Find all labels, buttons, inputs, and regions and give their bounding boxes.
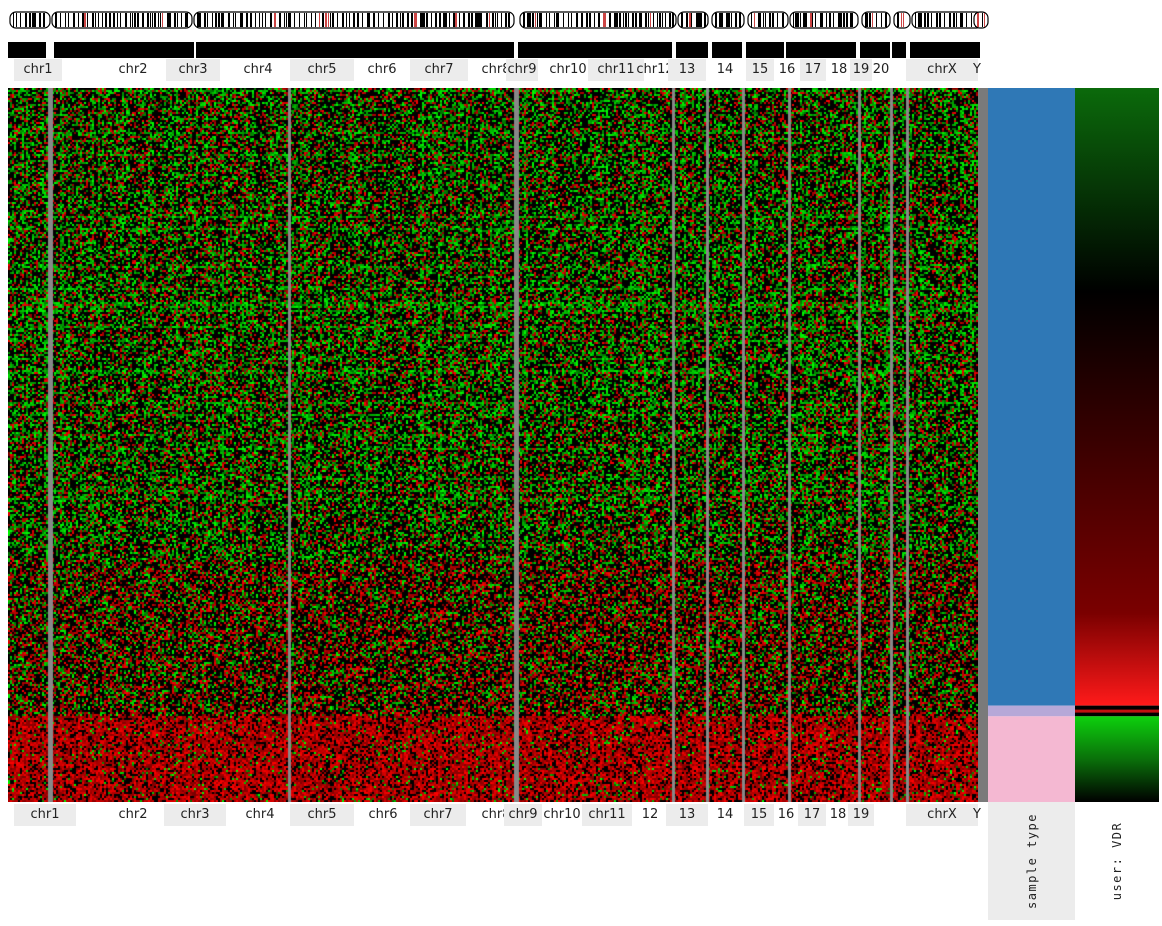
top-label-10: chr11 bbox=[588, 59, 644, 81]
bottom-label-20: chrX bbox=[906, 804, 978, 826]
vdr-label-box: user: VDR bbox=[1075, 802, 1159, 920]
ideogram-chrom-6 bbox=[747, 11, 789, 29]
chromosome-segment-bar bbox=[8, 42, 980, 58]
sample-type-label: sample type bbox=[1024, 813, 1039, 909]
chromosome-segment-3 bbox=[518, 42, 672, 58]
bottom-label-3: chr4 bbox=[245, 807, 275, 822]
bottom-label-13: 14 bbox=[716, 807, 734, 822]
chromosome-segment-4 bbox=[676, 42, 708, 58]
bottom-label-16: 17 bbox=[798, 804, 826, 826]
ideogram-chrom-1 bbox=[51, 11, 193, 29]
chromosome-segment-9 bbox=[892, 42, 906, 58]
bottom-label-10: chr11 bbox=[582, 804, 632, 826]
bottom-label-11: 12 bbox=[641, 807, 659, 822]
top-label-18: 19 bbox=[850, 59, 872, 81]
top-label-5: chr6 bbox=[367, 62, 397, 77]
top-label-12: 13 bbox=[668, 59, 706, 81]
sample-type-category-0 bbox=[988, 88, 1075, 706]
heatmap-separator bbox=[978, 88, 988, 802]
vdr-label: user: VDR bbox=[1110, 821, 1124, 901]
top-label-4: chr5 bbox=[290, 59, 354, 81]
bottom-label-9: chr10 bbox=[543, 807, 581, 822]
top-label-1: chr2 bbox=[118, 62, 148, 77]
ideogram-chrom-7 bbox=[789, 11, 859, 29]
chromosome-segment-5 bbox=[712, 42, 742, 58]
bottom-label-19 bbox=[882, 804, 900, 826]
bottom-label-12: 13 bbox=[666, 804, 708, 826]
bottom-label-14: 15 bbox=[744, 804, 774, 826]
ideogram-chrom-3 bbox=[519, 11, 677, 29]
top-label-14: 15 bbox=[746, 59, 774, 81]
top-label-0: chr1 bbox=[14, 59, 62, 81]
ideogram-chrom-9 bbox=[893, 11, 911, 29]
top-label-16: 17 bbox=[800, 59, 826, 81]
top-label-17: 18 bbox=[830, 62, 848, 77]
ideogram-chrom-11 bbox=[973, 11, 989, 29]
chromosome-segment-0 bbox=[8, 42, 46, 58]
sample-type-category-1 bbox=[988, 705, 1075, 717]
bottom-label-21: Y bbox=[973, 807, 981, 822]
vdr-upper-gradient bbox=[1075, 88, 1159, 706]
heatmap-matrix bbox=[8, 88, 978, 802]
top-label-11: chr12 bbox=[636, 62, 674, 77]
ideogram-chrom-5 bbox=[711, 11, 745, 29]
top-label-15: 16 bbox=[778, 62, 796, 77]
bottom-label-6: chr7 bbox=[410, 804, 466, 826]
ideogram-chrom-2 bbox=[193, 11, 515, 29]
top-label-3: chr4 bbox=[243, 62, 273, 77]
bottom-label-1: chr2 bbox=[118, 807, 148, 822]
bottom-label-4: chr5 bbox=[290, 804, 354, 826]
bottom-label-17: 18 bbox=[829, 807, 847, 822]
ideogram-chrom-10 bbox=[911, 11, 983, 29]
top-label-2: chr3 bbox=[166, 59, 220, 81]
top-label-13: 14 bbox=[716, 62, 734, 77]
vdr-mid-line bbox=[1075, 709, 1159, 713]
chromosome-segment-8 bbox=[860, 42, 890, 58]
ideogram-chrom-0 bbox=[9, 11, 51, 29]
bottom-label-18: 19 bbox=[848, 804, 874, 826]
bottom-label-5: chr6 bbox=[368, 807, 398, 822]
chromosome-segment-1 bbox=[54, 42, 194, 58]
chromosome-segment-2 bbox=[196, 42, 514, 58]
bottom-label-0: chr1 bbox=[14, 804, 76, 826]
top-label-21: Y bbox=[973, 62, 981, 77]
chromosome-segment-6 bbox=[746, 42, 784, 58]
top-label-9: chr10 bbox=[549, 62, 587, 77]
chromosome-ideogram bbox=[9, 11, 989, 29]
top-label-20: chrX bbox=[906, 59, 978, 81]
bottom-label-2: chr3 bbox=[164, 804, 226, 826]
chromosome-segment-7 bbox=[786, 42, 856, 58]
bottom-label-8: chr9 bbox=[504, 804, 542, 826]
top-label-6: chr7 bbox=[410, 59, 468, 81]
top-label-19: 20 bbox=[872, 62, 890, 77]
ideogram-chrom-4 bbox=[677, 11, 709, 29]
chromosome-segment-10 bbox=[910, 42, 980, 58]
sample-type-track bbox=[988, 88, 1075, 802]
bottom-chromosome-labels: chr1 chr2 chr3 chr4 chr5 chr6 chr7 chr8 chr9 chr1… bbox=[8, 804, 998, 826]
top-chromosome-labels: chr1 chr2 chr3 chr4 chr5 chr6 chr7 chr8 chr9 chr1… bbox=[8, 59, 998, 81]
top-label-8: chr9 bbox=[506, 59, 538, 81]
vdr-lower-gradient bbox=[1075, 716, 1159, 802]
vdr-track bbox=[1075, 88, 1159, 802]
top-label-7: chr8 bbox=[481, 62, 511, 77]
sample-type-category-2 bbox=[988, 716, 1075, 802]
bottom-label-7: chr8 bbox=[481, 807, 511, 822]
ideogram-chrom-8 bbox=[861, 11, 891, 29]
bottom-label-15: 16 bbox=[777, 807, 795, 822]
sample-type-label-box: sample type bbox=[988, 802, 1075, 920]
